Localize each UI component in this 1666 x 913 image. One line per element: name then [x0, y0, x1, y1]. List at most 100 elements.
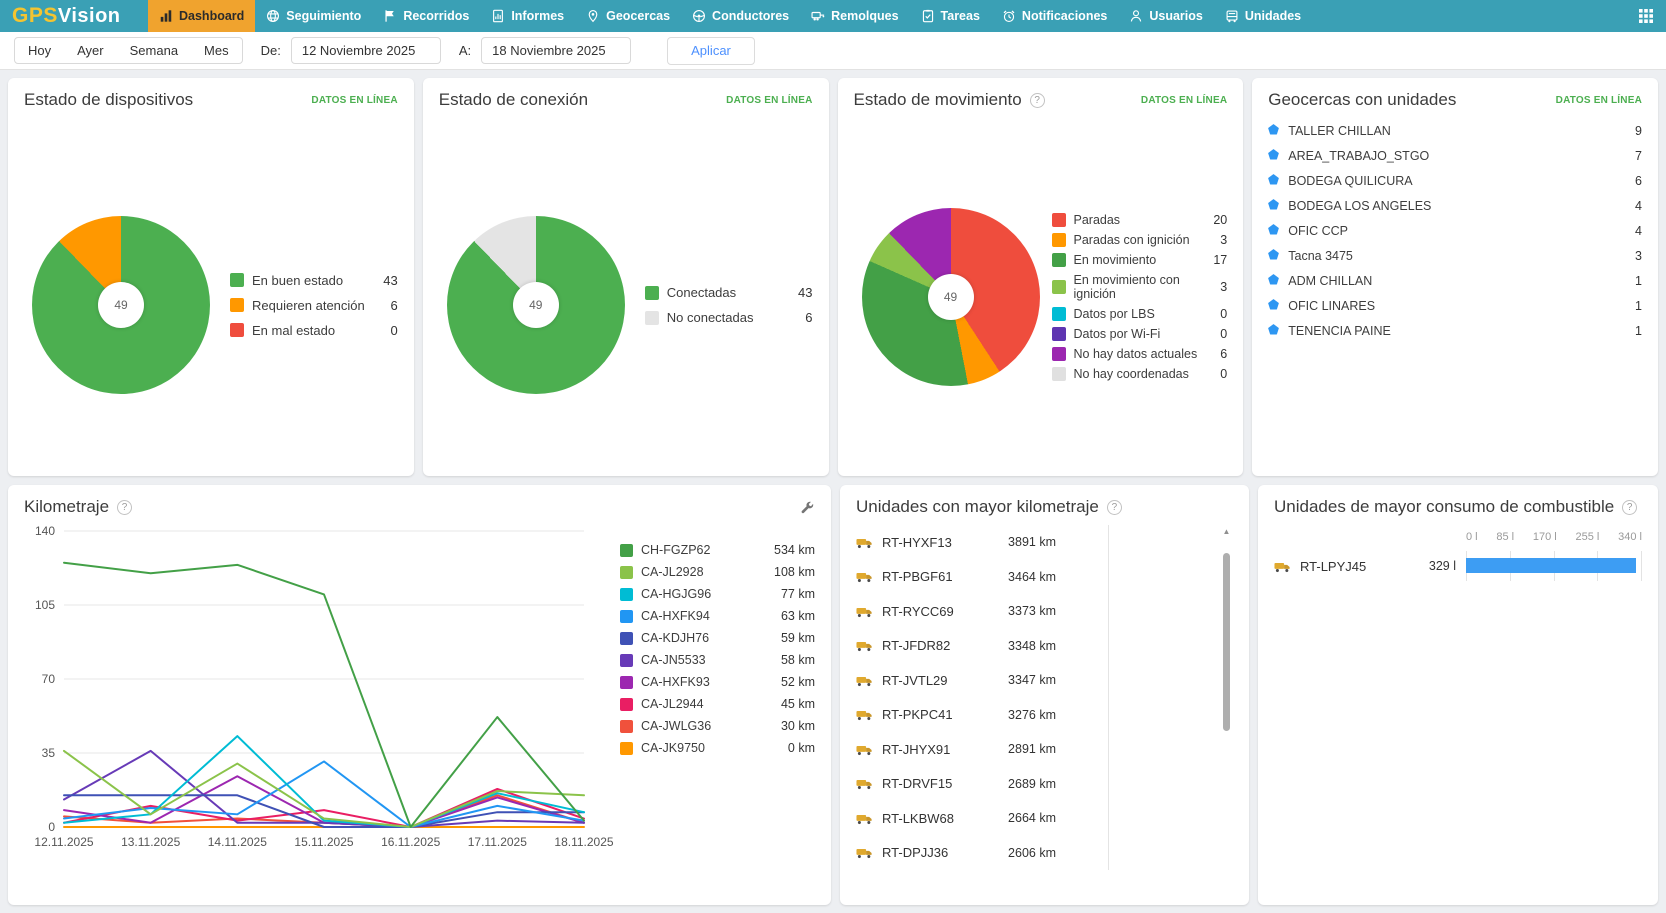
geofence-row-ofic-linares[interactable]: OFIC LINARES 1 [1268, 293, 1642, 318]
legend-label: Paradas con ignición [1074, 233, 1190, 247]
geofence-row-area-trabajo-stgo[interactable]: AREA_TRABAJO_STGO 7 [1268, 143, 1642, 168]
nav-item-recorridos[interactable]: Recorridos [372, 0, 480, 32]
unit-name: RT-JHYX91 [882, 742, 996, 757]
mileage-legend-item-ca-hgjg96[interactable]: CA-HGJG96 77 km [620, 583, 815, 605]
mileage-legend-item-ch-fgzp62[interactable]: CH-FGZP62 534 km [620, 539, 815, 561]
geofence-row-taller-chillan[interactable]: TALLER CHILLAN 9 [1268, 118, 1642, 143]
nav-item-dashboard[interactable]: Dashboard [148, 0, 255, 32]
legend-item-no-conectadas[interactable]: No conectadas 6 [645, 305, 813, 330]
help-icon[interactable]: ? [1107, 500, 1122, 515]
mileage-legend-item-ca-hxfk94[interactable]: CA-HXFK94 63 km [620, 605, 815, 627]
top-mileage-row-rt-pkpc41[interactable]: RT-PKPC41 3276 km [856, 698, 1215, 733]
unit-km-value: 3347 km [996, 673, 1070, 687]
quick-range-hoy[interactable]: Hoy [15, 38, 64, 63]
mileage-legend-item-ca-jn5533[interactable]: CA-JN5533 58 km [620, 649, 815, 671]
nav-item-unidades[interactable]: Unidades [1214, 0, 1312, 32]
legend-item-requieren-atencion[interactable]: Requieren atención 6 [230, 293, 398, 318]
quick-range-semana[interactable]: Semana [117, 38, 191, 63]
legend-item-en-buen-estado[interactable]: En buen estado 43 [230, 268, 398, 293]
mileage-legend-item-ca-hxfk93[interactable]: CA-HXFK93 52 km [620, 671, 815, 693]
apps-grid-icon[interactable] [1638, 8, 1654, 24]
date-to-input[interactable]: 18 Noviembre 2025 [481, 37, 631, 64]
legend-item-no-hay-coordenadas[interactable]: No hay coordenadas 0 [1052, 364, 1228, 384]
geofence-row-bodega-quilicura[interactable]: BODEGA QUILICURA 6 [1268, 168, 1642, 193]
alarm-icon [1002, 9, 1016, 23]
legend-item-conectadas[interactable]: Conectadas 43 [645, 280, 813, 305]
legend-label: Datos por Wi-Fi [1074, 327, 1161, 341]
top-mileage-row-rt-lkbw68[interactable]: RT-LKBW68 2664 km [856, 801, 1215, 836]
geofence-row-ofic-ccp[interactable]: OFIC CCP 4 [1268, 218, 1642, 243]
online-badge: DATOS EN LÍNEA [726, 95, 812, 106]
unit-km-value: 58 km [781, 653, 815, 667]
movement-donut-chart[interactable]: 49 [862, 208, 1040, 386]
top-mileage-row-rt-dpjj36[interactable]: RT-DPJJ36 2606 km [856, 836, 1215, 871]
top-mileage-row-rt-jhyx91[interactable]: RT-JHYX91 2891 km [856, 732, 1215, 767]
date-from-input[interactable]: 12 Noviembre 2025 [291, 37, 441, 64]
geofence-row-adm-chillan[interactable]: ADM CHILLAN 1 [1268, 268, 1642, 293]
nav-item-seguimiento[interactable]: Seguimiento [255, 0, 372, 32]
mileage-legend-item-ca-kdjh76[interactable]: CA-KDJH76 59 km [620, 627, 815, 649]
unit-name: RT-LKBW68 [882, 811, 996, 826]
devices-legend: En buen estado 43 Requieren atención 6 E… [230, 268, 398, 343]
unit-name: RT-PKPC41 [882, 707, 996, 722]
quick-range-group: HoyAyerSemanaMes [14, 37, 243, 64]
wrench-icon[interactable] [800, 500, 815, 515]
top-mileage-row-rt-pbgf61[interactable]: RT-PBGF61 3464 km [856, 560, 1215, 595]
unit-name: CA-JK9750 [641, 741, 705, 755]
nav-item-notificaciones[interactable]: Notificaciones [991, 0, 1118, 32]
movement-legend: Paradas 20 Paradas con ignición 3 En mov… [1052, 210, 1228, 384]
fuel-bar [1466, 558, 1636, 573]
mileage-legend-item-ca-jk9750[interactable]: CA-JK9750 0 km [620, 737, 815, 759]
legend-value: 0 [1220, 307, 1227, 321]
scroll-up-icon[interactable]: ▲ [1223, 525, 1231, 539]
top-mileage-row-rt-drvf15[interactable]: RT-DRVF15 2689 km [856, 767, 1215, 802]
legend-swatch [620, 698, 633, 711]
mileage-legend-item-ca-jl2928[interactable]: CA-JL2928 108 km [620, 561, 815, 583]
geofence-row-tacna-3475[interactable]: Tacna 3475 3 [1268, 243, 1642, 268]
legend-value: 0 [1220, 367, 1227, 381]
legend-swatch [1052, 367, 1066, 381]
mileage-legend-item-ca-jwlg36[interactable]: CA-JWLG36 30 km [620, 715, 815, 737]
devices-donut-chart[interactable]: 49 [32, 216, 210, 394]
legend-item-en-mal-estado[interactable]: En mal estado 0 [230, 318, 398, 343]
scrollbar-thumb[interactable] [1223, 553, 1230, 731]
legend-item-en-movimiento-con-ignicion[interactable]: En movimiento con ignición 3 [1052, 270, 1228, 304]
nav-item-tareas[interactable]: Tareas [910, 0, 991, 32]
legend-item-datos-por-wi-fi[interactable]: Datos por Wi-Fi 0 [1052, 324, 1228, 344]
truck-icon [1225, 9, 1239, 23]
apply-button[interactable]: Aplicar [667, 37, 755, 65]
nav-item-usuarios[interactable]: Usuarios [1118, 0, 1214, 32]
help-icon[interactable]: ? [117, 500, 132, 515]
nav-item-remolques[interactable]: Remolques [800, 0, 909, 32]
nav-item-conductores[interactable]: Conductores [681, 0, 800, 32]
top-mileage-row-rt-jfdr82[interactable]: RT-JFDR82 3348 km [856, 629, 1215, 664]
nav-item-geocercas[interactable]: Geocercas [575, 0, 681, 32]
quick-range-ayer[interactable]: Ayer [64, 38, 117, 63]
top-mileage-row-rt-jvtl29[interactable]: RT-JVTL29 3347 km [856, 663, 1215, 698]
help-icon[interactable]: ? [1622, 500, 1637, 515]
scrollbar[interactable]: ▲ [1220, 525, 1233, 893]
unit-km-value: 3891 km [996, 535, 1070, 549]
help-icon[interactable]: ? [1030, 93, 1045, 108]
connection-donut-chart[interactable]: 49 [447, 216, 625, 394]
unit-name: CA-HXFK94 [641, 609, 710, 623]
legend-item-no-hay-datos-actuales[interactable]: No hay datos actuales 6 [1052, 344, 1228, 364]
fuel-row-rt-lpyj45[interactable]: RT-LPYJ45 329 l [1274, 551, 1642, 581]
top-mileage-row-rt-rycc69[interactable]: RT-RYCC69 3373 km [856, 594, 1215, 629]
geofence-row-bodega-los-angeles[interactable]: BODEGA LOS ANGELES 4 [1268, 193, 1642, 218]
legend-item-paradas-con-ignicion[interactable]: Paradas con ignición 3 [1052, 230, 1228, 250]
legend-swatch [1052, 253, 1066, 267]
unit-name: CA-JL2944 [641, 697, 704, 711]
nav-item-label: Recorridos [403, 9, 469, 23]
bar-track [1070, 535, 1215, 550]
legend-item-en-movimiento[interactable]: En movimiento 17 [1052, 250, 1228, 270]
nav-item-informes[interactable]: Informes [480, 0, 575, 32]
legend-item-paradas[interactable]: Paradas 20 [1052, 210, 1228, 230]
mileage-legend-item-ca-jl2944[interactable]: CA-JL2944 45 km [620, 693, 815, 715]
mileage-line-chart[interactable]: 0357010514012.11.202513.11.202514.11.202… [24, 521, 620, 893]
quick-range-mes[interactable]: Mes [191, 38, 242, 63]
geofence-row-tenencia-paine[interactable]: TENENCIA PAINE 1 [1268, 318, 1642, 343]
top-mileage-row-rt-hyxf13[interactable]: RT-HYXF13 3891 km [856, 525, 1215, 560]
legend-item-datos-por-lbs[interactable]: Datos por LBS 0 [1052, 304, 1228, 324]
geofence-name: ADM CHILLAN [1288, 274, 1372, 288]
